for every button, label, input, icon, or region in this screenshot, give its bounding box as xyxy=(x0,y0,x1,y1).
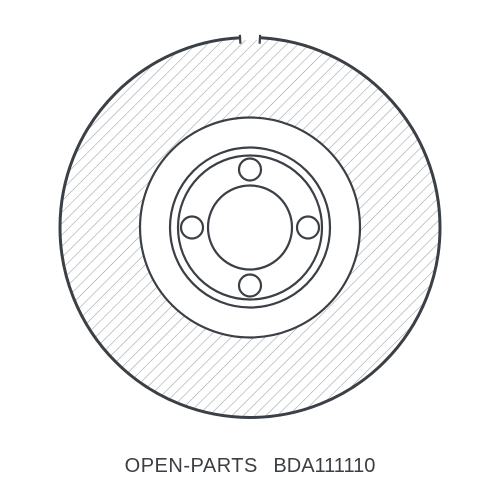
disc-svg xyxy=(50,28,450,428)
part-number: BDA111110 xyxy=(273,455,375,477)
caption: OPEN-PARTS BDA111110 xyxy=(0,455,500,478)
brand-label: OPEN-PARTS xyxy=(125,455,258,477)
drawing-canvas: OPEN-PARTS BDA111110 xyxy=(0,0,500,500)
brake-disc-diagram xyxy=(50,28,450,433)
